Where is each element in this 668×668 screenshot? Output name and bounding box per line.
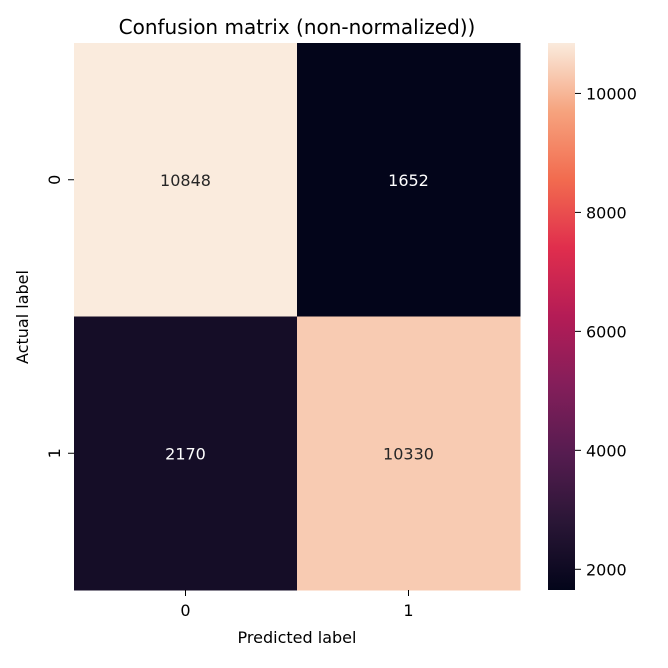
colorbar-tick-label-2: 6000 xyxy=(586,322,627,341)
cell-label-1-0: 2170 xyxy=(165,444,206,463)
heatmap-cell-0-0 xyxy=(74,43,298,317)
colorbar-tick-label-3: 8000 xyxy=(586,203,627,222)
y-tick-label-0: 0 xyxy=(45,175,64,185)
y-axis-label: Actual label xyxy=(13,270,32,364)
y-axis: 01 xyxy=(45,175,74,458)
heatmap-cells: 10848 1652 2170 10330 xyxy=(74,43,521,591)
y-tick-label-1: 1 xyxy=(45,448,64,458)
cell-label-1-1: 10330 xyxy=(383,444,434,463)
colorbar-axis: 2000 4000 6000 8000 10000 xyxy=(575,84,637,579)
heatmap-cell-1-0 xyxy=(74,316,298,591)
colorbar-tick-label-1: 4000 xyxy=(586,441,627,460)
colorbar xyxy=(548,43,575,590)
heatmap-cell-1-1 xyxy=(297,316,521,591)
colorbar-tick-label-4: 10000 xyxy=(586,84,637,103)
x-axis-label: Predicted label xyxy=(238,628,357,647)
chart-title: Confusion matrix (non-normalized)) xyxy=(119,15,476,39)
colorbar-tick-label-0: 2000 xyxy=(586,560,627,579)
heatmap-cell-0-1 xyxy=(297,43,521,317)
cell-label-0-0: 10848 xyxy=(160,171,211,190)
x-tick-label-1: 1 xyxy=(403,601,413,620)
cell-label-0-1: 1652 xyxy=(388,171,429,190)
x-tick-label-0: 0 xyxy=(180,601,190,620)
